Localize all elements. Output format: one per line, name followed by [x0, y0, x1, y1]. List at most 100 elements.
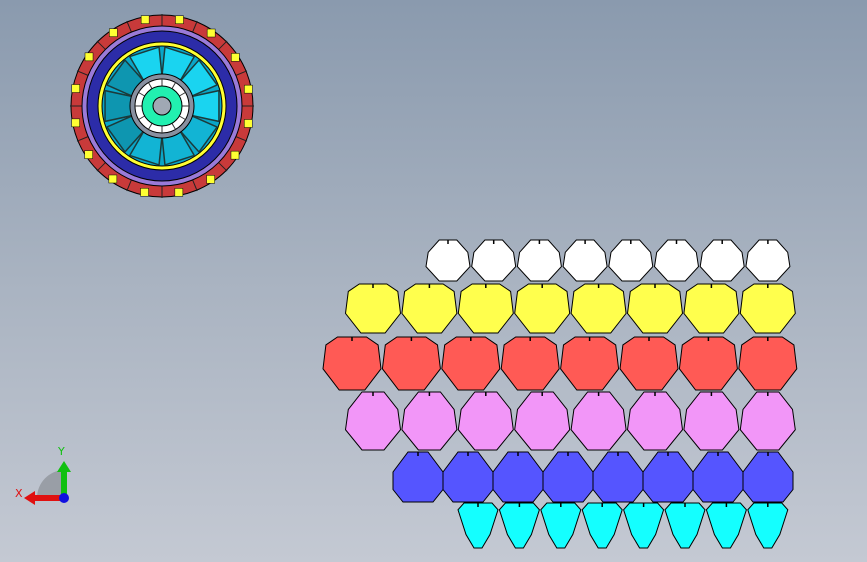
- part-piece[interactable]: [560, 336, 620, 391]
- clip: [71, 118, 80, 128]
- hub-tooth: [138, 115, 145, 120]
- part-piece[interactable]: [581, 502, 623, 549]
- triad-plane: [36, 470, 64, 498]
- clip: [230, 150, 240, 160]
- hub-tooth: [171, 123, 176, 130]
- ring-segment-line: [96, 162, 106, 172]
- flattened-parts[interactable]: [322, 239, 798, 549]
- y-axis-arrow: [61, 470, 67, 498]
- part-piece[interactable]: [570, 391, 627, 451]
- ring-segment-line: [96, 40, 106, 50]
- ring-segment-line: [235, 136, 248, 142]
- x-arrowhead: [24, 491, 35, 505]
- part-piece[interactable]: [401, 391, 458, 451]
- clip: [244, 84, 253, 94]
- part-piece[interactable]: [608, 239, 654, 282]
- part-piece[interactable]: [457, 283, 514, 334]
- part-piece[interactable]: [492, 451, 544, 503]
- pink-parts: [344, 391, 796, 451]
- part-piece[interactable]: [592, 451, 644, 503]
- x-axis-label: X: [15, 487, 23, 500]
- part-piece[interactable]: [705, 502, 747, 549]
- clip: [109, 28, 118, 37]
- hub-tooth: [179, 92, 186, 97]
- part-piece[interactable]: [392, 451, 444, 503]
- part-piece[interactable]: [457, 391, 514, 451]
- axis-triad: Y X: [15, 445, 71, 505]
- part-piece[interactable]: [699, 239, 745, 282]
- part-piece[interactable]: [623, 502, 665, 549]
- clip: [206, 28, 216, 38]
- axle-hole: [152, 96, 172, 116]
- part-piece[interactable]: [425, 239, 471, 282]
- part-piece[interactable]: [441, 336, 501, 391]
- clip: [243, 119, 253, 128]
- part-piece[interactable]: [742, 451, 794, 503]
- ring-segment-line: [192, 20, 198, 33]
- part-piece[interactable]: [516, 239, 562, 282]
- part-piece[interactable]: [401, 283, 458, 334]
- part-piece[interactable]: [514, 283, 571, 334]
- hub-tooth: [148, 82, 153, 89]
- y-arrowhead: [57, 461, 71, 472]
- part-piece[interactable]: [570, 283, 627, 334]
- y-axis-label: Y: [57, 445, 65, 458]
- ring-segment-line: [192, 179, 198, 192]
- clip: [84, 52, 94, 62]
- cyan-parts: [457, 502, 789, 549]
- part-piece[interactable]: [500, 336, 560, 391]
- part-piece[interactable]: [626, 391, 684, 451]
- clip: [175, 15, 184, 25]
- clip: [140, 15, 150, 24]
- ring-segment-line: [218, 40, 228, 50]
- part-piece[interactable]: [562, 239, 608, 282]
- part-piece[interactable]: [471, 239, 517, 282]
- part-piece[interactable]: [542, 451, 594, 503]
- clip: [231, 53, 240, 62]
- ring-segment-line: [218, 162, 228, 172]
- clip: [71, 84, 81, 93]
- part-piece[interactable]: [619, 336, 679, 391]
- clip: [84, 150, 93, 159]
- hub-tooth: [179, 115, 186, 120]
- wheel-assembly[interactable]: [70, 14, 254, 198]
- clip: [174, 188, 184, 197]
- ring-segment-line: [235, 70, 248, 76]
- part-piece[interactable]: [540, 502, 582, 549]
- hub-tooth: [171, 82, 176, 89]
- part-piece[interactable]: [344, 391, 402, 451]
- part-piece[interactable]: [344, 283, 402, 334]
- white-parts: [425, 239, 791, 282]
- z-axis-dot: [59, 493, 69, 503]
- part-piece[interactable]: [745, 239, 791, 282]
- part-piece[interactable]: [514, 391, 571, 451]
- part-piece[interactable]: [678, 336, 738, 391]
- part-piece[interactable]: [498, 502, 540, 549]
- part-piece[interactable]: [653, 239, 700, 282]
- part-piece[interactable]: [664, 502, 706, 549]
- part-piece[interactable]: [683, 391, 740, 451]
- clip: [206, 175, 215, 184]
- part-piece[interactable]: [738, 336, 798, 391]
- x-axis-arrow: [33, 495, 63, 501]
- clip: [108, 174, 118, 184]
- part-piece[interactable]: [457, 502, 499, 549]
- part-piece[interactable]: [747, 502, 789, 549]
- part-piece[interactable]: [381, 336, 441, 391]
- part-piece[interactable]: [692, 451, 744, 503]
- blue-parts: [392, 451, 794, 503]
- part-piece[interactable]: [442, 451, 494, 503]
- part-piece[interactable]: [739, 391, 796, 451]
- clip: [140, 187, 149, 197]
- part-piece[interactable]: [626, 283, 684, 334]
- part-piece[interactable]: [739, 283, 796, 334]
- ring-segment-line: [126, 20, 132, 33]
- hub-tooth: [148, 123, 153, 130]
- part-piece[interactable]: [683, 283, 740, 334]
- part-piece[interactable]: [642, 451, 694, 503]
- part-piece[interactable]: [322, 336, 382, 391]
- red-parts: [322, 336, 798, 391]
- yellow-parts: [344, 283, 796, 334]
